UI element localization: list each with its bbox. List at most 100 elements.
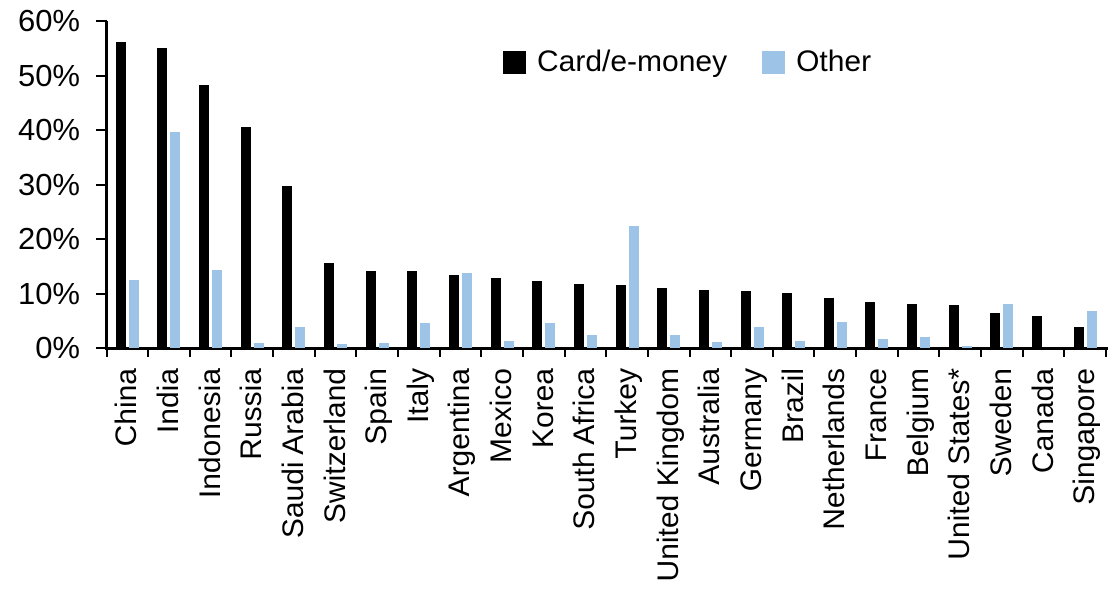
bar-card-e-money [532,280,543,348]
bar-other [128,280,139,348]
bar-card-e-money [948,305,959,348]
x-axis-label: China [110,368,144,447]
x-axis-tick [855,349,858,357]
x-axis-tick [730,349,733,357]
y-axis-label: 60% [17,3,80,38]
x-axis-label: Canada [1026,368,1060,474]
y-axis-label: 30% [17,166,80,202]
x-axis-label: Sweden [984,368,1018,477]
bar-other [795,341,806,348]
bar-other [420,322,431,348]
bar-card-e-money [365,270,376,348]
x-axis-label: Spain [360,368,394,445]
x-axis-tick [521,349,524,357]
bar-other [586,335,597,348]
y-axis-label: 40% [17,112,80,147]
bar-other [212,269,223,348]
bar-card-e-money [823,297,834,348]
legend-label-other: Other [796,45,872,78]
bar-card-e-money [657,288,668,348]
x-axis-label: Indonesia [193,368,227,499]
x-axis-tick [438,349,441,357]
y-axis-label: 0% [35,330,80,365]
x-axis-tick [938,349,941,357]
x-axis-label: South Africa [568,368,602,530]
bar-other [295,327,306,348]
y-axis-tick [96,74,107,77]
x-axis-label: United States* [943,368,977,560]
x-axis-tick [397,349,400,357]
x-axis-tick [188,349,191,357]
bar-other [1003,303,1014,348]
bar-card-e-money [324,262,335,348]
legend-swatch-card-emoney-icon [503,50,526,74]
x-axis-tick [771,349,774,357]
bar-card-e-money [1032,316,1043,348]
legend-swatch-other-icon [762,50,786,74]
bar-card-e-money [240,127,251,348]
x-axis-tick [480,349,483,357]
bar-card-e-money [865,301,876,348]
bar-other [461,272,472,348]
x-axis-label: Germany [735,368,768,492]
bar-card-e-money [698,289,709,348]
y-axis-label: 10% [17,275,80,311]
bar-card-e-money [407,271,418,348]
bar-card-e-money [615,285,626,348]
x-axis-tick [896,349,899,357]
x-axis-label: France [859,368,893,462]
y-axis-tick [96,347,107,349]
bar-card-e-money [907,304,918,348]
x-axis-label: Turkey [610,368,644,459]
x-axis-label: Netherlands [818,368,852,530]
bar-card-e-money [282,185,293,348]
x-axis-tick [1105,349,1107,357]
x-axis-label: Switzerland [318,368,352,524]
bar-card-e-money [990,312,1001,348]
x-axis-label: Saudi Arabia [276,368,310,539]
bar-other [253,342,264,348]
legend: Card/e-money Other [503,47,871,77]
x-axis-label: India [151,368,185,434]
x-axis-tick [230,349,233,357]
x-axis-tick [813,349,816,357]
x-axis-tick [147,349,150,357]
bar-other [628,225,639,348]
x-axis-tick [272,349,275,357]
legend-item-card-emoney: Card/e-money [503,47,727,77]
bar-card-e-money [199,85,210,348]
bar-other [670,334,681,348]
x-axis-tick [1021,349,1024,357]
x-axis-label: Italy [401,368,435,424]
y-axis-tick [96,129,107,131]
x-axis-label: Singapore [1068,368,1102,505]
x-axis-tick [563,349,566,357]
y-axis-label: 20% [17,221,80,256]
bar-other [503,340,514,348]
x-axis-label: Belgium [901,368,935,477]
legend-item-other: Other [762,47,871,77]
bar-other [337,343,348,348]
bar-other [170,131,181,348]
y-axis-tick [96,292,107,295]
y-axis-label: 50% [17,57,80,93]
x-axis-tick [980,349,983,357]
bar-card-e-money [573,284,584,348]
bar-other [1086,311,1097,348]
x-axis-label: United Kingdom [651,368,685,582]
bar-other [961,346,972,348]
y-axis [105,21,108,350]
bar-other [753,326,764,348]
bar-other [711,342,722,348]
x-axis-label: Argentina [443,368,477,497]
legend-label-card-emoney: Card/e-money [537,45,728,78]
x-axis-tick [646,349,649,357]
bar-card-e-money [157,48,168,348]
bar-other [878,339,889,348]
x-axis-tick [688,349,691,357]
x-axis-label: Korea [526,368,560,449]
y-axis-tick [96,183,107,186]
x-axis-label: Brazil [776,368,810,444]
y-axis-tick [96,238,107,240]
